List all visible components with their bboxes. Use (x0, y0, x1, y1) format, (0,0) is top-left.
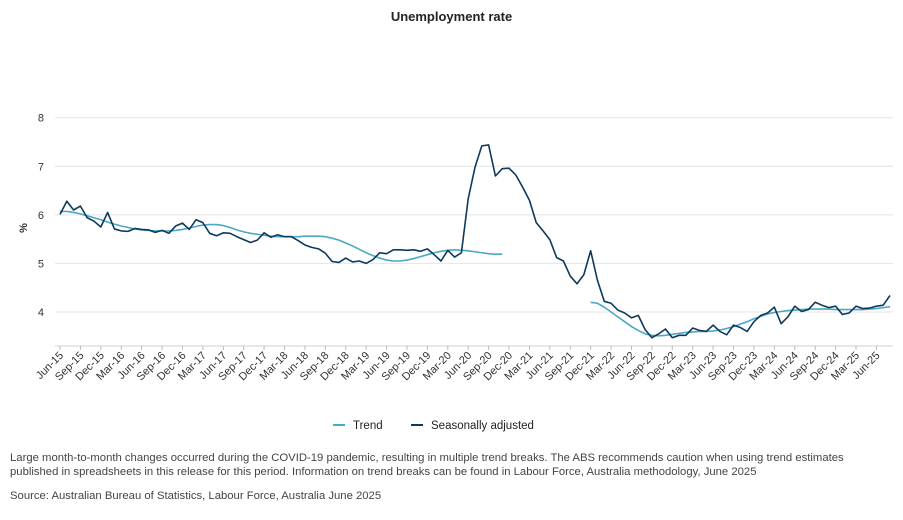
trend-line-segment (590, 301, 891, 337)
y-tick-label: 4 (38, 307, 44, 319)
grid-lines (55, 117, 893, 347)
line-chart: 4 5 6 7 8 % Jun-15Sep-15Dec-15Mar-16Jun-16Se… (18, 113, 893, 432)
series-lines (59, 144, 891, 339)
legend-trend-label: Trend (353, 420, 383, 432)
y-tick-label: 8 (38, 113, 44, 125)
seasonally-adjusted-line (59, 144, 891, 339)
footnote: Large month-to-month changes occurred du… (10, 452, 844, 478)
y-tick-label: 5 (38, 258, 44, 270)
x-axis-ticks: Jun-15Sep-15Dec-15Mar-16Jun-16Sep-16Dec-… (34, 346, 883, 383)
legend-sa-label: Seasonally adjusted (431, 420, 534, 432)
source-note: Source: Australian Bureau of Statistics,… (10, 490, 382, 502)
y-tick-label: 6 (38, 210, 44, 222)
y-axis-ticks: 4 5 6 7 8 (38, 113, 44, 319)
y-axis-label: % (18, 223, 30, 233)
y-tick-label: 7 (38, 161, 44, 173)
chart-title: Unemployment rate (390, 9, 513, 24)
legend: Trend Seasonally adjusted (333, 420, 534, 432)
